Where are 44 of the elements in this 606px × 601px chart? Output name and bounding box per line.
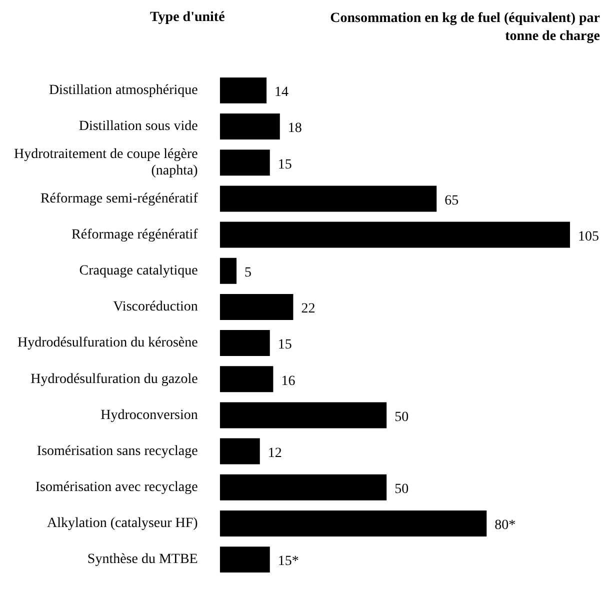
y-tick-label: Réformage régénératif [72,227,198,242]
y-tick-label: Craquage catalytique [79,264,198,279]
bar [220,330,270,356]
bar [220,510,487,536]
bar [220,294,294,320]
bar [220,258,237,284]
data-label: 5 [244,266,252,281]
bar [220,438,260,464]
y-axis-title: Type d'unité [150,10,225,26]
y-tick-label: Isomérisation avec recyclage [35,480,198,496]
data-label: 12 [268,446,282,461]
y-tick-label: Isomérisation sans recyclage [36,444,198,459]
data-label: 14 [274,85,289,100]
data-label: 50 [394,410,409,425]
data-label: 80* [494,518,516,534]
bar [220,186,437,212]
bar [220,366,274,392]
y-tick-label: Distillation atmosphérique [48,83,198,98]
y-tick-label: Viscoréduction [113,300,198,315]
data-label: 15* [278,554,299,570]
y-tick-label: Alkylation (catalyseur HF) [47,516,198,532]
bar [220,402,387,428]
data-label: 22 [301,302,316,317]
data-label: 16 [281,374,296,389]
y-tick-label: Hydroconversion [100,408,198,423]
bar [220,546,270,573]
bar [220,474,387,500]
y-tick-label: Hydrotraitement de coupe légère (naphta) [14,146,198,179]
data-label: 18 [288,121,302,136]
y-tick-label: Hydrodésulfuration du kérosène [17,336,198,351]
y-tick-label: Synthèse du MTBE [87,552,198,568]
data-label: 15 [278,338,292,353]
bar [220,114,280,140]
data-label: 105 [578,229,599,244]
data-label: 65 [444,193,459,208]
data-label: 50 [394,482,409,498]
bar [220,222,570,248]
y-tick-label: Réformage semi-régénératif [40,191,198,206]
y-tick-label: Distillation sous vide [78,119,198,134]
chart-title: Consommation en kg de fuel (équivalent) par tonne de charge [329,10,600,46]
bar [220,150,270,176]
bar [220,77,267,104]
data-label: 15 [278,157,292,172]
y-tick-label: Hydrodésulfuration du gazole [30,372,198,387]
